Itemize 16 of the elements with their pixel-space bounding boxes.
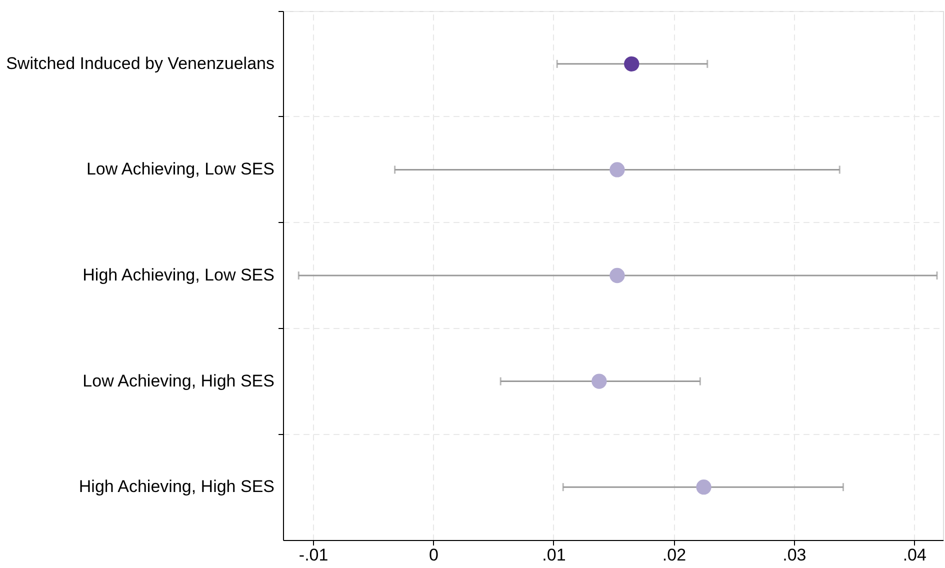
point	[610, 162, 625, 178]
x-tick-label: -.01	[298, 546, 328, 564]
y-tick-label: High Achieving, Low SES	[82, 266, 274, 284]
x-tick-label: 0	[429, 546, 439, 564]
x-tick-label: .04	[902, 546, 926, 564]
point	[610, 268, 625, 284]
y-tick-label: High Achieving, High SES	[78, 477, 274, 496]
point	[592, 374, 607, 389]
x-tick-label: .01	[542, 546, 566, 564]
y-tick-label: Switched Induced by Venenzuelans	[6, 54, 274, 73]
x-tick-label: .03	[782, 546, 806, 564]
point	[624, 56, 640, 72]
x-tick-label: .02	[662, 546, 686, 564]
y-tick-label: Low Achieving, High SES	[82, 371, 274, 390]
point	[696, 480, 712, 495]
y-tick-label: Low Achieving, Low SES	[86, 160, 274, 179]
